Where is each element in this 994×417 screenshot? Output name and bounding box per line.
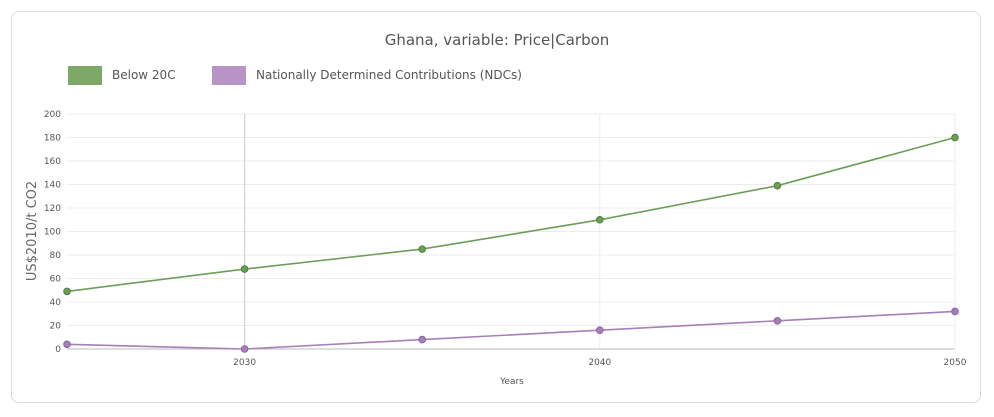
legend-label-ndcs: Nationally Determined Contributions (NDC…	[256, 68, 522, 82]
y-tick-label: 180	[44, 134, 61, 144]
data-point-series-0	[63, 287, 71, 296]
data-point-series-1	[240, 345, 249, 353]
data-point-series-0	[596, 215, 604, 224]
y-tick-label: 100	[44, 228, 61, 238]
y-tick-label: 0	[55, 345, 61, 355]
data-point-series-0	[773, 181, 782, 190]
series-line-1	[66, 310, 956, 350]
y-tick-label: 20	[50, 322, 62, 332]
y-tick-labels: 0 20 40 60 80 100 120 140 160 180 200	[44, 110, 61, 355]
data-point-series-1	[418, 335, 427, 344]
data-point-series-1	[773, 317, 782, 325]
y-tick-label: 80	[50, 251, 62, 261]
legend-swatch-below-20c	[68, 65, 102, 85]
y-tick-label: 60	[50, 275, 62, 285]
y-tick-label: 160	[44, 157, 61, 167]
x-tick-label: 2040	[588, 358, 611, 368]
x-tick-label: 2050	[944, 358, 967, 368]
grid-lines	[67, 113, 956, 350]
x-tick-labels: 2030 2040 2050	[233, 358, 967, 368]
data-point-series-1	[63, 340, 71, 349]
y-tick-label: 200	[44, 110, 61, 120]
legend-item-ndcs[interactable]: Nationally Determined Contributions (NDC…	[212, 65, 522, 85]
data-point-series-0	[240, 265, 249, 273]
x-axis-label: Years	[499, 377, 524, 387]
chart-title: Ghana, variable: Price|Carbon	[384, 31, 610, 49]
series-line-0	[66, 136, 956, 293]
y-axis-label: US$2010/t CO2	[25, 181, 40, 281]
series-lines	[66, 136, 956, 350]
legend-label-below-20c: Below 20C	[112, 68, 176, 82]
x-tick-label: 2030	[233, 358, 256, 368]
data-point-series-1	[951, 307, 959, 316]
data-points	[63, 133, 959, 353]
chart-card	[11, 11, 981, 403]
y-tick-label: 120	[44, 204, 61, 214]
data-point-series-1	[596, 326, 604, 335]
data-point-series-0	[951, 133, 959, 142]
y-tick-label: 40	[50, 298, 62, 308]
legend-swatch-ndcs	[212, 65, 246, 85]
data-point-series-0	[418, 245, 427, 253]
y-tick-label: 140	[44, 181, 61, 191]
legend-item-below-20c[interactable]: Below 20C	[68, 65, 176, 85]
